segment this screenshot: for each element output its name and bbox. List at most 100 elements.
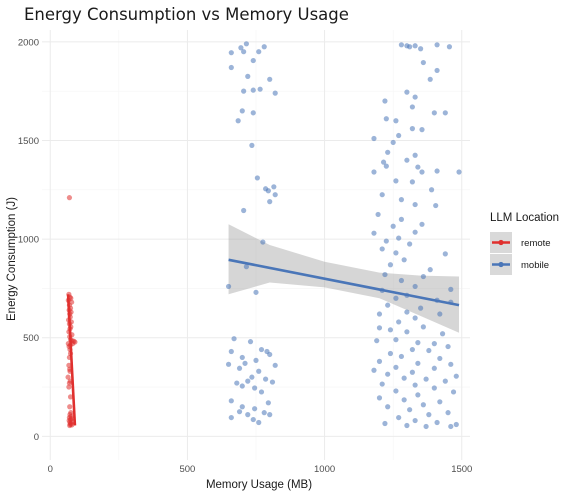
mobile-point	[383, 163, 389, 169]
chart-title: Energy Consumption vs Memory Usage	[24, 5, 349, 24]
axis-ticks: 0 500 1000 1500 0 500 1000 1500 2000	[18, 37, 472, 475]
mobile-point	[412, 283, 418, 290]
mobile-point	[442, 251, 448, 257]
mobile-point	[245, 378, 251, 384]
mobile-point	[404, 309, 410, 315]
mobile-point	[272, 192, 278, 198]
y-axis-title: Energy Consumption (J)	[6, 197, 18, 321]
legend-label-remote: remote	[521, 238, 551, 249]
mobile-point	[263, 376, 269, 382]
mobile-point	[420, 273, 426, 280]
legend-label-mobile: mobile	[521, 260, 549, 271]
mobile-point	[225, 361, 232, 367]
mobile-point	[412, 382, 418, 388]
mobile-point	[412, 315, 418, 321]
mobile-point	[442, 378, 448, 384]
mobile-point	[434, 419, 440, 426]
mobile-point	[396, 414, 402, 421]
mobile-point	[231, 336, 237, 342]
mobile-point	[250, 87, 256, 93]
mobile-point	[445, 410, 451, 416]
mobile-point	[423, 376, 429, 382]
remote-point	[67, 404, 73, 410]
mobile-point	[245, 73, 251, 79]
mobile-point	[412, 43, 418, 49]
mobile-point	[390, 223, 396, 229]
y-tick-label: 1500	[18, 136, 39, 147]
mobile-point	[412, 201, 418, 208]
mobile-point	[257, 86, 263, 92]
data-points-layer	[65, 41, 462, 430]
x-axis-title: Memory Usage (MB)	[206, 479, 312, 491]
mobile-point	[407, 407, 413, 413]
mobile-point	[380, 159, 387, 165]
mobile-point	[409, 104, 415, 110]
legend-title: LLM Location	[490, 212, 559, 224]
remote-point	[66, 384, 72, 390]
mobile-point	[433, 202, 439, 209]
mobile-point	[415, 392, 421, 398]
mobile-point	[385, 149, 391, 155]
mobile-point	[250, 416, 256, 423]
mobile-point	[371, 135, 377, 142]
remote-point	[67, 394, 74, 400]
mobile-point	[409, 369, 415, 375]
mobile-point	[269, 379, 276, 385]
mobile-point	[376, 395, 383, 401]
mobile-point	[234, 380, 240, 386]
mobile-point	[272, 90, 278, 96]
mobile-point	[396, 235, 402, 241]
mobile-trend-line	[228, 258, 460, 307]
mobile-point	[383, 238, 389, 244]
mobile-point	[419, 127, 425, 133]
mobile-point	[265, 188, 271, 194]
mobile-point	[404, 329, 410, 335]
mobile-point	[250, 57, 256, 64]
mobile-point	[382, 98, 388, 104]
mobile-point	[396, 132, 402, 139]
mobile-point	[382, 420, 388, 427]
mobile-point	[448, 423, 454, 430]
mobile-point	[260, 239, 266, 245]
mobile-point	[256, 368, 262, 374]
mobile-point	[407, 44, 413, 50]
mobile-point	[375, 211, 381, 218]
legend-point-remote	[498, 239, 504, 246]
mobile-point	[385, 302, 391, 308]
mobile-point	[393, 250, 399, 256]
mobile-point	[256, 419, 262, 426]
x-tick-label: 0	[48, 464, 53, 475]
mobile-point	[419, 221, 425, 227]
y-tick-label: 1000	[18, 235, 39, 246]
remote-point	[65, 374, 71, 380]
mobile-point	[249, 142, 255, 148]
mobile-point	[398, 42, 405, 48]
mobile-point	[376, 311, 383, 317]
mobile-point	[434, 42, 440, 48]
mobile-point	[448, 286, 454, 292]
confidence-band	[228, 224, 460, 333]
mobile-point	[242, 360, 248, 366]
mobile-point	[426, 412, 432, 418]
mobile-point	[404, 422, 410, 429]
mobile-point	[412, 152, 418, 158]
x-tick-label: 500	[179, 464, 195, 475]
mobile-point	[401, 397, 407, 403]
remote-point	[66, 362, 72, 368]
mobile-point	[376, 358, 383, 364]
mobile-point	[453, 421, 459, 428]
mobile-point	[426, 347, 432, 354]
mobile-point	[250, 110, 256, 116]
mobile-point	[254, 175, 260, 181]
mobile-point	[434, 168, 440, 174]
mobile-point	[239, 383, 245, 389]
mobile-point	[228, 414, 234, 421]
mobile-point	[409, 126, 415, 132]
mobile-point	[437, 311, 443, 317]
mobile-point	[271, 184, 277, 190]
mobile-point	[409, 346, 415, 353]
mobile-point	[398, 216, 405, 222]
mobile-point	[420, 402, 426, 408]
mobile-point	[243, 264, 249, 270]
mobile-point	[415, 340, 421, 346]
